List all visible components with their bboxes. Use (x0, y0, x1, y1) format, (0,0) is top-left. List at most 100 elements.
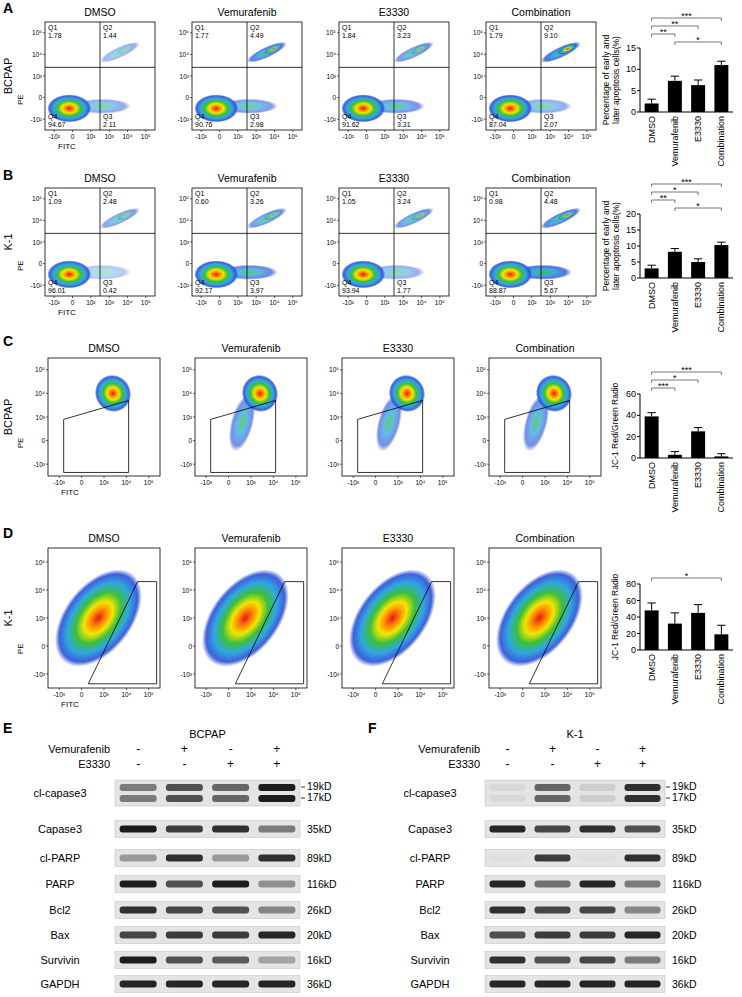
band (212, 957, 249, 964)
plot-frame (489, 358, 601, 476)
quadrant-name: Q3 (544, 279, 553, 287)
tick-label: 10² (233, 299, 243, 306)
tick (43, 285, 45, 286)
category-label: Vemurafenib (670, 116, 680, 167)
band (166, 855, 203, 862)
tick-label: 10⁴ (326, 51, 336, 58)
tick (273, 688, 274, 690)
plot-background (339, 188, 449, 296)
flow-plot: Q11.79Q29.10Q32.07Q487.04Combination-10²… (471, 6, 596, 140)
category-label: E3330 (693, 116, 703, 142)
tick (46, 618, 48, 619)
tick-label: 10⁵ (438, 479, 448, 486)
lane-sign: - (596, 742, 600, 756)
quadrant-value: 0.98 (489, 198, 503, 205)
bar-chart: 020406080DMSOVemurafenibE3330Combination… (610, 571, 733, 705)
flow-plot: Vemurafenib-10³010³10⁴10⁵-10³010³10⁴10⁵ (180, 532, 307, 698)
density-cloud (88, 368, 138, 419)
tick-label: 0 (38, 260, 42, 267)
tick (366, 296, 367, 298)
plot-background (45, 188, 155, 296)
band-shape (625, 932, 661, 939)
bar (668, 624, 682, 650)
plot-title: E3330 (379, 6, 410, 18)
tick (495, 130, 496, 132)
tick-label: -10² (471, 116, 483, 123)
error-cap (717, 242, 725, 243)
density-cloud (98, 38, 142, 66)
tick (251, 476, 252, 478)
size-tick (301, 798, 305, 799)
plot-title: Combination (512, 172, 571, 184)
band-shape (120, 855, 157, 862)
tick-label: 10³ (246, 691, 256, 698)
tick (545, 688, 546, 690)
tick (228, 476, 229, 478)
lane-sign: + (549, 742, 556, 756)
band (258, 957, 295, 964)
band-shape (490, 795, 526, 802)
band (258, 855, 295, 862)
x-axis (640, 278, 733, 279)
band-shape (258, 826, 295, 833)
tick-label: 10² (380, 299, 390, 306)
tick (384, 130, 385, 132)
density-group (47, 38, 142, 122)
band-shape (258, 957, 295, 964)
tick (46, 590, 48, 591)
error-line (698, 80, 699, 85)
tick (256, 130, 257, 132)
tick (384, 296, 385, 298)
tick-label: 0 (80, 479, 84, 486)
tick (292, 296, 293, 298)
flow-plot: Q10.60Q23.26Q33.97Q492.17Vemurafenib-10²… (177, 172, 302, 306)
density-cloud (48, 553, 159, 683)
tick-label: 0 (227, 691, 231, 698)
band (166, 907, 203, 914)
band-shape (535, 855, 571, 862)
tick (337, 54, 339, 55)
error-cap (671, 76, 679, 77)
tick-label: -10³ (200, 691, 212, 698)
blot-strip (115, 850, 300, 867)
tick-label: 10³ (477, 615, 487, 622)
tick (190, 263, 192, 264)
protein-label: Bax (51, 929, 70, 941)
tick (637, 246, 640, 247)
significance-label: * (696, 201, 700, 211)
quadrant-value: 87.04 (489, 121, 507, 128)
bar-chart: 051015DMSOVemurafenibE3330CombinationPer… (601, 11, 733, 167)
tick-label: 10⁵ (32, 195, 42, 202)
quadrant-value: 1.78 (48, 32, 62, 39)
blot-strip (485, 902, 665, 919)
tick (43, 32, 45, 33)
band (580, 932, 616, 939)
quadrant-value: 4.48 (544, 198, 558, 205)
error-bar (647, 265, 655, 268)
tick-label: 10⁴ (269, 133, 279, 140)
quadrant-line (100, 22, 101, 130)
tick (81, 476, 82, 478)
bar (714, 634, 728, 650)
tick-label: 10³ (477, 414, 487, 421)
plot-title: Vemurafenib (218, 172, 277, 184)
tick (403, 130, 404, 132)
tick (487, 674, 489, 675)
lane-sign: - (136, 742, 140, 756)
band (490, 932, 526, 939)
tick (637, 600, 640, 601)
quadrant-line (339, 233, 449, 234)
band (580, 881, 616, 888)
band (258, 907, 295, 914)
lane-sign: - (506, 742, 510, 756)
protein-label: cl-capase3 (403, 787, 456, 799)
panel-label: A (3, 0, 13, 16)
lane-sign: + (181, 742, 188, 756)
density-cloud (342, 553, 453, 683)
tick-label: 10⁵ (32, 29, 42, 36)
band-shape (166, 932, 203, 939)
gate (64, 400, 129, 472)
tick (337, 97, 339, 98)
protein-label: cl-PARP (410, 852, 451, 864)
row-label: BCPAP (2, 399, 14, 435)
